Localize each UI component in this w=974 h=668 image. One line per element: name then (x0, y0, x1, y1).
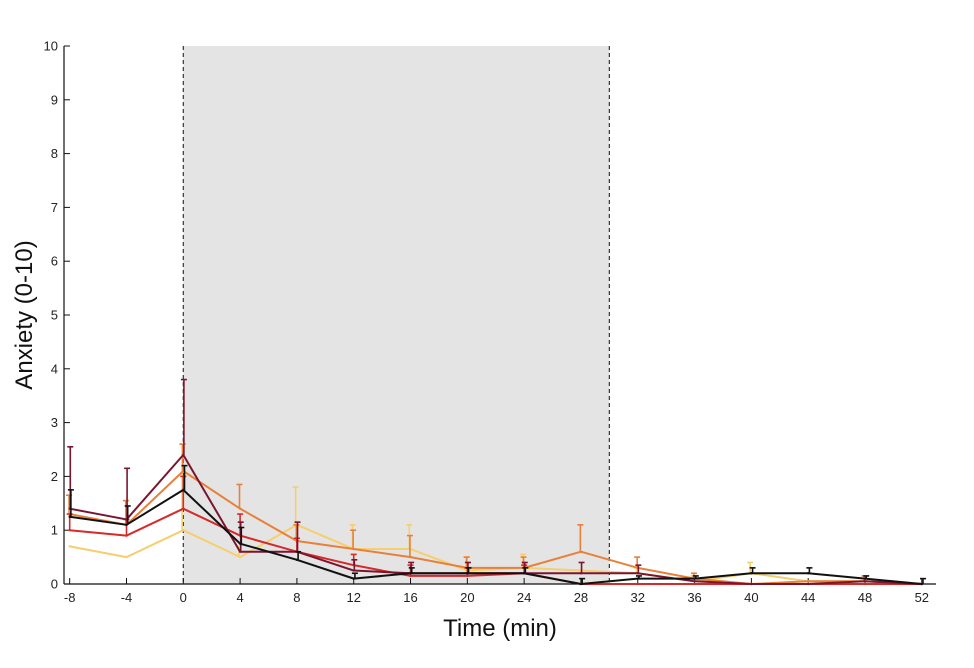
y-tick-label: 9 (51, 92, 58, 107)
y-tick-label: 3 (51, 415, 58, 430)
x-tick-label: 32 (631, 590, 645, 605)
data-point (920, 582, 923, 586)
data-point (182, 507, 185, 510)
data-point (579, 572, 583, 575)
data-point (750, 572, 753, 575)
data-point (409, 574, 412, 578)
y-tick-label: 4 (51, 361, 58, 376)
x-tick-label: 20 (460, 590, 474, 605)
x-axis-label: Time (min) (443, 615, 557, 642)
shaded-region (183, 46, 610, 584)
x-tick-label: 24 (517, 590, 531, 605)
y-tick-label: 2 (51, 469, 58, 484)
data-point (238, 550, 242, 553)
x-tick-label: -8 (64, 590, 76, 605)
data-point (579, 582, 583, 586)
x-tick-label: 12 (346, 590, 360, 605)
x-tick-label: 0 (180, 590, 187, 605)
data-point (636, 582, 639, 586)
data-point (466, 574, 469, 578)
x-tick-label: 8 (293, 590, 300, 605)
y-tick-label: 5 (51, 308, 58, 323)
data-point (693, 580, 696, 583)
data-point (750, 582, 753, 586)
data-point (125, 523, 128, 527)
x-tick-label: 16 (403, 590, 417, 605)
data-point (238, 555, 242, 559)
data-point (125, 555, 128, 559)
series-line (69, 488, 922, 585)
data-point (636, 572, 639, 575)
data-point (579, 550, 583, 553)
x-tick-label: 36 (687, 590, 701, 605)
data-point (68, 515, 71, 518)
data-point (182, 488, 185, 492)
series-line (69, 523, 922, 585)
data-point (693, 577, 696, 580)
data-point (636, 577, 639, 580)
series-line (69, 470, 922, 585)
data-point (125, 534, 128, 537)
y-tick-label: 7 (51, 200, 58, 215)
data-point (68, 545, 71, 548)
data-point (182, 529, 185, 532)
data-point (863, 577, 867, 580)
x-tick-label: 48 (858, 590, 872, 605)
y-tick-label: 0 (51, 577, 58, 592)
data-point (693, 582, 696, 586)
data-point (238, 542, 242, 545)
y-tick-label: 1 (51, 523, 58, 538)
y-tick-label: 6 (51, 254, 58, 269)
shaded-region-layer (183, 46, 610, 584)
data-point (182, 453, 185, 457)
x-tick-label: 44 (801, 590, 815, 605)
data-point (295, 558, 299, 561)
data-point (68, 529, 71, 532)
x-tick-label: 4 (236, 590, 243, 605)
data-point (352, 547, 355, 551)
series-5 (67, 464, 926, 586)
data-point (806, 572, 810, 575)
x-tick-label: -4 (121, 590, 133, 605)
x-tick-label: 28 (574, 590, 588, 605)
data-point (409, 555, 412, 559)
y-axis-label: Anxiety (0-10) (11, 240, 38, 389)
data-point (806, 580, 810, 583)
x-tick-label: 52 (915, 590, 929, 605)
data-point (466, 572, 469, 575)
y-tick-label: 8 (51, 146, 58, 161)
data-point (409, 572, 412, 575)
data-point (863, 582, 867, 586)
data-point (806, 582, 810, 586)
x-tick-label: 40 (744, 590, 758, 605)
data-point (238, 507, 242, 510)
data-point (352, 569, 355, 572)
series-layer (66, 378, 926, 586)
y-tick-label: 10 (44, 39, 58, 54)
data-point (352, 577, 355, 580)
data-point (522, 572, 526, 575)
data-point (863, 580, 867, 583)
